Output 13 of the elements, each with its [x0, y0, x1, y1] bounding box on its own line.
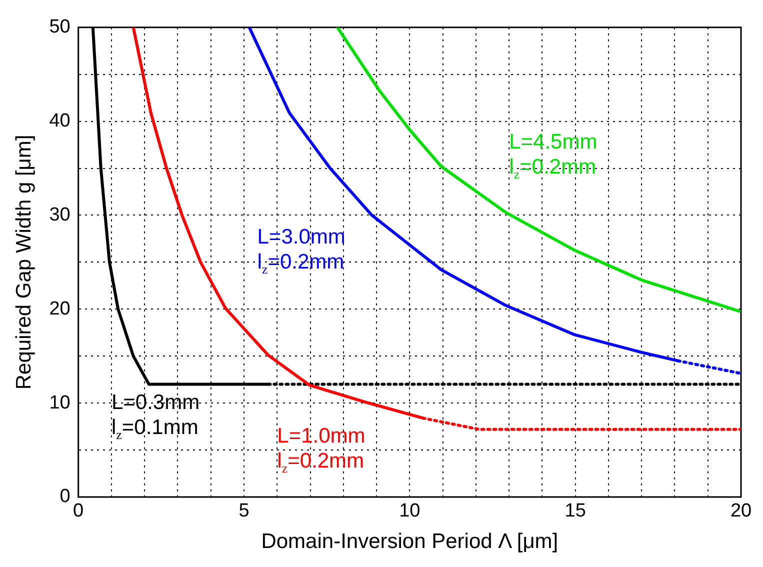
y-tick-label: 30: [49, 204, 70, 226]
y-tick-label: 0: [60, 486, 70, 508]
x-tick-label: 15: [564, 500, 586, 522]
y-tick-label: 50: [49, 16, 70, 38]
y-tick-label: 40: [49, 110, 70, 132]
x-tick-label: 5: [238, 500, 250, 522]
y-tick-label: 10: [49, 392, 70, 414]
x-axis-title: Domain-Inversion Period Λ [μm]: [261, 530, 558, 554]
x-tick-label: 10: [399, 500, 420, 522]
y-tick-label: 20: [49, 298, 70, 320]
y-axis-title: Required Gap Width g [μm]: [12, 134, 36, 390]
x-tick-label: 20: [730, 500, 752, 522]
x-tick-label: 0: [73, 500, 84, 522]
